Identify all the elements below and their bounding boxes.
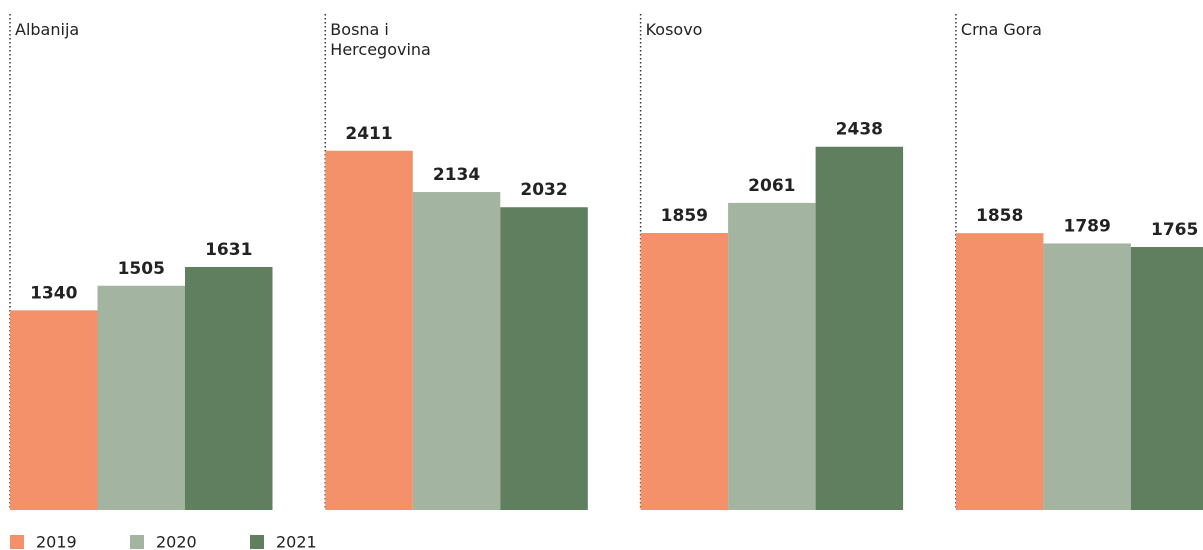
legend-label: 2019 bbox=[36, 533, 77, 550]
bar bbox=[325, 150, 413, 511]
value-label: 2411 bbox=[345, 124, 392, 144]
bar bbox=[955, 233, 1044, 510]
category-label: Crna Gora bbox=[960, 20, 1042, 39]
legend-swatch bbox=[130, 535, 144, 549]
category-label: Bosna i Hercegovina bbox=[330, 20, 431, 59]
value-label: 2032 bbox=[520, 180, 567, 200]
bar bbox=[1130, 247, 1203, 510]
bar bbox=[815, 146, 904, 510]
bar bbox=[185, 266, 273, 510]
bar bbox=[728, 202, 816, 510]
value-label: 2438 bbox=[836, 120, 883, 140]
value-label: 1631 bbox=[205, 240, 252, 260]
bar bbox=[412, 192, 501, 510]
value-label: 2134 bbox=[433, 165, 480, 185]
value-label: 1859 bbox=[661, 206, 708, 226]
value-label: 1789 bbox=[1063, 216, 1110, 236]
bar bbox=[1043, 243, 1131, 510]
value-label: 2061 bbox=[748, 176, 795, 196]
legend-swatch bbox=[10, 535, 24, 549]
value-label: 1340 bbox=[30, 283, 77, 303]
bar bbox=[500, 207, 588, 510]
legend-swatch bbox=[250, 535, 264, 549]
bar bbox=[640, 233, 729, 510]
value-label: 1505 bbox=[118, 259, 165, 279]
category-label: Kosovo bbox=[645, 20, 703, 39]
legend-label: 2021 bbox=[276, 533, 317, 550]
category-label: Albanija bbox=[15, 20, 80, 39]
bar bbox=[10, 310, 98, 510]
value-label: 1765 bbox=[1151, 220, 1198, 240]
value-label: 1858 bbox=[976, 206, 1023, 226]
legend-label: 2020 bbox=[156, 533, 197, 550]
bar bbox=[97, 285, 185, 510]
